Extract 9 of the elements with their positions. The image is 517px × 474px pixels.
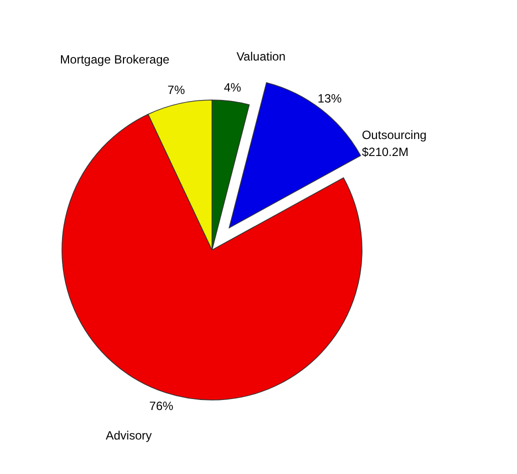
text: $210.2M <box>362 144 409 159</box>
data-label: 7% <box>168 82 186 97</box>
slice-label: Valuation <box>236 50 286 64</box>
slice-label: Outsourcing <box>362 128 427 142</box>
slice-label: Advisory <box>106 428 152 442</box>
data-label: 76% <box>149 398 174 413</box>
data-label: 4% <box>224 80 242 94</box>
slice-label: Mortgage Brokerage <box>60 52 170 67</box>
data-label: 13% <box>318 91 342 106</box>
